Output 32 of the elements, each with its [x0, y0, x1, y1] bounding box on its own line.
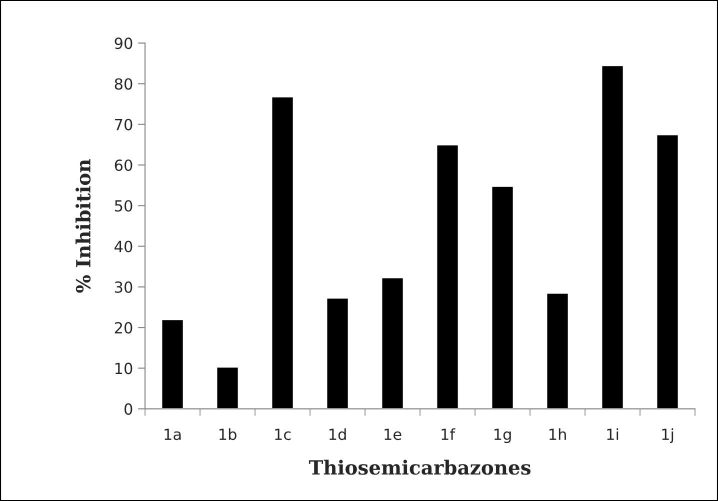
- x-tick-label: 1d: [330, 428, 346, 440]
- bar: [326, 297, 350, 409]
- y-axis-title: % Inhibition: [76, 159, 91, 293]
- x-tick-label: 1h: [550, 428, 566, 440]
- y-tick-label: 10: [115, 362, 132, 374]
- bar: [490, 185, 514, 409]
- x-tick-label: 1b: [220, 428, 236, 440]
- bar: [600, 64, 624, 409]
- x-tick-label: 1i: [607, 428, 618, 440]
- x-tick-label: 1j: [662, 428, 674, 444]
- bar: [436, 144, 460, 409]
- x-tick-label: 1e: [384, 428, 402, 440]
- bar: [270, 96, 294, 409]
- bar: [656, 134, 680, 409]
- bar: [380, 276, 404, 409]
- x-tick-label: 1f: [442, 428, 456, 440]
- y-tick-label: 20: [114, 322, 132, 334]
- x-tick-label: 1a: [164, 428, 181, 440]
- y-tick-label: 60: [114, 159, 132, 172]
- y-tick-label: 50: [114, 200, 132, 212]
- y-tick-label: 70: [115, 118, 132, 130]
- bar: [546, 292, 570, 409]
- bar: [216, 366, 240, 409]
- x-axis-title: Thiosemicarbazones: [308, 460, 531, 475]
- y-tick-label: 0: [124, 403, 132, 415]
- bar: [160, 318, 184, 409]
- x-tick-label: 1g: [494, 428, 511, 444]
- x-tick-label: 1c: [275, 428, 291, 440]
- y-tick-label: 80: [114, 78, 132, 90]
- y-tick-label: 40: [114, 240, 132, 252]
- y-tick-label: 30: [114, 281, 132, 293]
- y-tick-label: 90: [114, 38, 132, 50]
